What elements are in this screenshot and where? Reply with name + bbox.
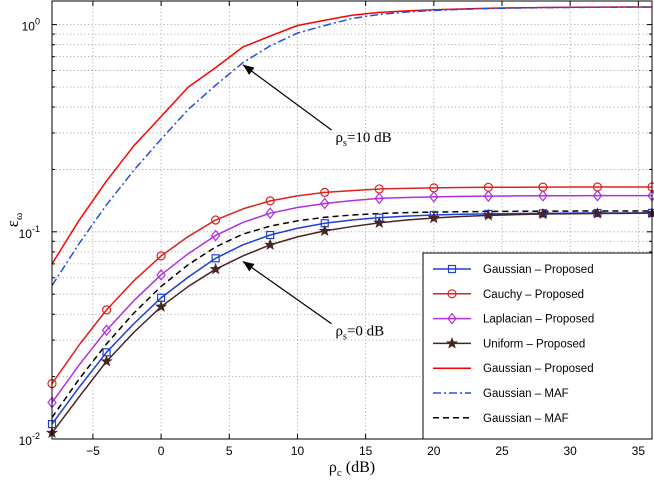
annotation-arrow-head bbox=[242, 64, 255, 75]
legend-label: Uniform – Proposed bbox=[483, 338, 585, 350]
data-point-diamond bbox=[483, 190, 494, 203]
data-point-diamond bbox=[265, 207, 275, 220]
data-point-diamond bbox=[156, 268, 166, 281]
series-line-2 bbox=[51, 186, 652, 385]
data-point-circle bbox=[320, 187, 330, 197]
legend: Gaussian – Proposed Cauchy – Proposed Lapl… bbox=[422, 252, 653, 440]
data-point-star bbox=[591, 207, 604, 219]
legend-label: Laplacian – Proposed bbox=[483, 314, 594, 326]
data-point-star bbox=[536, 207, 549, 220]
data-point-star bbox=[373, 216, 386, 228]
x-tick-label: 30 bbox=[564, 444, 578, 458]
data-point-star bbox=[155, 300, 168, 312]
annotation-arrow-line bbox=[242, 64, 332, 131]
annotation-label: ρs=10 dB bbox=[336, 130, 392, 149]
data-point-diamond bbox=[210, 229, 221, 242]
legend-box bbox=[422, 252, 653, 440]
series-layer bbox=[51, 6, 653, 434]
annotation-arrow-head bbox=[242, 261, 255, 272]
x-tick-label: 0 bbox=[158, 444, 165, 458]
data-point-circle bbox=[101, 305, 112, 315]
data-point-square bbox=[211, 254, 220, 263]
data-point-diamond bbox=[447, 312, 457, 325]
legend-label: Gaussian – Proposed bbox=[483, 264, 594, 276]
series-line-6 bbox=[51, 6, 653, 287]
data-point-star bbox=[482, 209, 495, 221]
x-tick-label: 20 bbox=[427, 444, 441, 458]
data-point-circle bbox=[211, 215, 221, 225]
data-point-diamond bbox=[538, 189, 548, 202]
data-point-star bbox=[209, 262, 222, 275]
data-point-star bbox=[264, 238, 277, 250]
data-point-circle bbox=[265, 196, 275, 206]
data-point-square bbox=[447, 264, 457, 274]
x-tick-label: 5 bbox=[226, 444, 233, 458]
legend-label: Gaussian – MAF bbox=[483, 413, 569, 425]
series-line-3 bbox=[51, 194, 652, 403]
data-point-diamond bbox=[592, 189, 603, 202]
axis-labels: ρc (dB) εω bbox=[3, 213, 375, 479]
annotations: ρs=10 dB ρs=0 dB bbox=[242, 64, 392, 343]
y-axis-label: εω bbox=[3, 213, 25, 227]
data-point-circle bbox=[156, 251, 166, 261]
series-line-4 bbox=[51, 212, 653, 434]
x-tick-label: 35 bbox=[632, 444, 646, 458]
data-point-circle bbox=[447, 289, 457, 299]
x-tick-label: −5 bbox=[86, 444, 100, 458]
x-tick-label: 25 bbox=[495, 444, 509, 458]
x-axis-label: ρc (dB) bbox=[329, 459, 375, 479]
data-point-star bbox=[100, 354, 113, 367]
data-point-star bbox=[427, 211, 440, 224]
data-point-diamond bbox=[429, 190, 439, 203]
annotation-label: ρs=0 dB bbox=[336, 324, 385, 343]
data-point-star bbox=[445, 337, 459, 349]
data-point-diamond bbox=[319, 197, 330, 210]
legend-label: Gaussian – Proposed bbox=[483, 363, 594, 375]
x-tick-label: 15 bbox=[359, 444, 373, 458]
plot-frame bbox=[51, 0, 653, 440]
data-point-diamond bbox=[374, 192, 385, 205]
data-point-diamond bbox=[101, 324, 112, 337]
legend-label: Cauchy – Proposed bbox=[483, 289, 584, 301]
annotation-arrow-line bbox=[242, 260, 332, 325]
data-point-star bbox=[318, 224, 331, 237]
x-tick-label: 10 bbox=[291, 444, 305, 458]
legend-label: Gaussian – MAF bbox=[483, 388, 569, 400]
